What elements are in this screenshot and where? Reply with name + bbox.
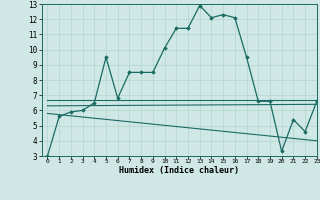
X-axis label: Humidex (Indice chaleur): Humidex (Indice chaleur) bbox=[119, 166, 239, 175]
